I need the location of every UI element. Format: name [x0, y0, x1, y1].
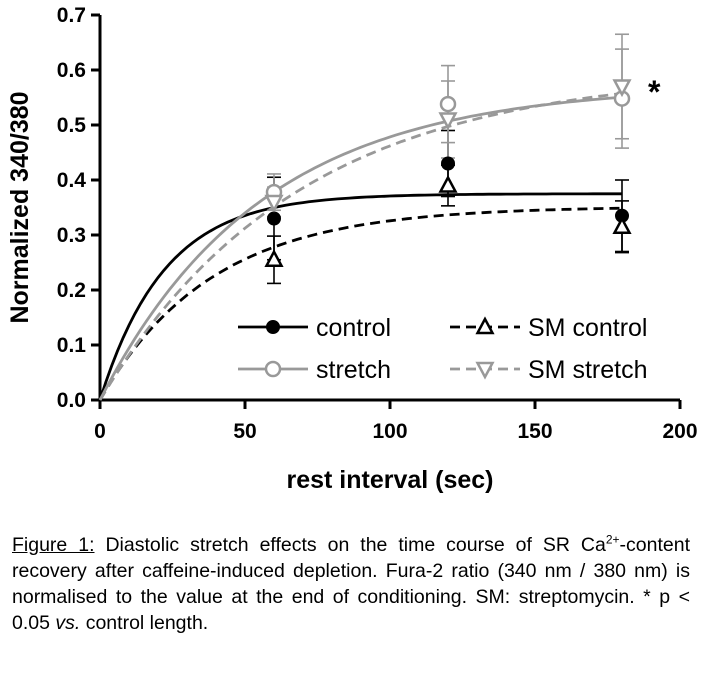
caption-superscript: 2+ [605, 532, 620, 547]
y-tick-label: 0.1 [57, 334, 87, 357]
x-tick-label: 0 [94, 420, 106, 443]
data-points [264, 79, 632, 267]
legend-label-stretch: stretch [316, 356, 391, 384]
x-tick-label: 200 [662, 420, 697, 443]
legend-label-sm-stretch: SM stretch [528, 356, 647, 384]
fit-curve-sm-control [98, 206, 623, 401]
x-axis-title: rest interval (sec) [286, 466, 493, 494]
fit-curve-stretch [98, 95, 623, 401]
caption-text-1: Diastolic stretch effects on the time co… [94, 534, 606, 556]
point-sm-stretch [264, 194, 284, 213]
point-control [267, 211, 281, 226]
fit-curve-control [98, 192, 622, 401]
legend-marker-sm-control [475, 316, 495, 335]
y-tick-label: 0.4 [57, 169, 87, 192]
caption-text-2: -content recovery after caffeine-induced… [12, 534, 690, 634]
point-control [441, 156, 455, 171]
y-tick-label: 0.7 [57, 4, 86, 27]
point-sm-control [438, 174, 458, 193]
caption-label: Figure 1: [12, 534, 95, 556]
chart: 0.0 0.1 0.2 0.3 0.4 0.5 0.6 0.7 0 50 100 150 200 con… [6, 4, 698, 494]
point-sm-stretch [612, 79, 632, 98]
x-tick-label: 150 [517, 420, 552, 443]
caption-text-3: control length. [80, 612, 209, 634]
axes: 0.0 0.1 0.2 0.3 0.4 0.5 0.6 0.7 0 50 100 150 200 [57, 4, 698, 443]
y-tick-label: 0.3 [57, 224, 86, 247]
fit-curve-sm-stretch [98, 92, 623, 401]
fit-curves [98, 92, 623, 401]
caption-vs: vs. [55, 612, 81, 634]
legend-label-sm-control: SM control [528, 314, 647, 342]
x-tick-label: 100 [372, 420, 407, 443]
y-axis-title: Normalized 340/380 [6, 91, 34, 323]
legend-marker-control [266, 320, 280, 334]
y-tick-label: 0.0 [57, 389, 86, 412]
significance-marker: * [648, 74, 661, 110]
figure-caption: Figure 1: Diastolic stretch effects on t… [12, 532, 690, 636]
point-sm-stretch [438, 112, 458, 131]
legend-marker-stretch [264, 360, 282, 378]
point-sm-control [264, 249, 284, 267]
y-tick-label: 0.6 [57, 59, 86, 82]
point-stretch [439, 95, 457, 113]
legend-marker-sm-stretch [475, 361, 495, 380]
y-tick-label: 0.2 [57, 279, 86, 302]
y-tick-label: 0.5 [57, 114, 87, 137]
point-sm-control [612, 216, 632, 234]
legend: control SM control stretch SM stretch [238, 314, 647, 384]
legend-label-control: control [316, 314, 391, 342]
x-tick-label: 50 [233, 420, 256, 443]
